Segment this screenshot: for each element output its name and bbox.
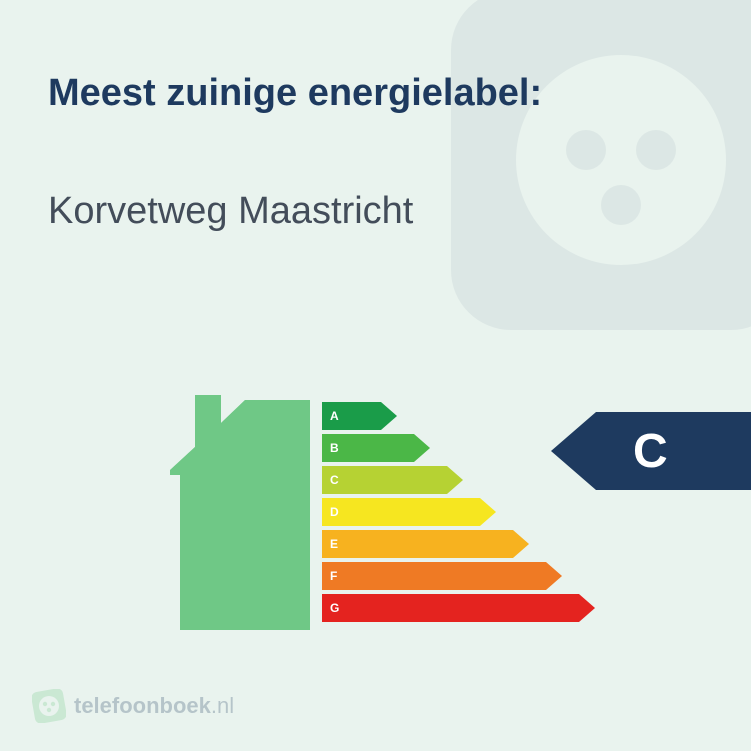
watermark-decor [431,0,751,350]
energy-bar-label-b: B [330,441,339,455]
location-subtitle: Korvetweg Maastricht [48,190,413,233]
brand-tld: .nl [211,693,234,718]
energy-bar-label-e: E [330,537,338,551]
energy-bar-label-f: F [330,569,337,583]
footer-brand: telefoonboek.nl [32,689,234,723]
brand-icon [32,689,66,723]
page-title: Meest zuinige energielabel: [48,72,542,115]
energy-bar-label-c: C [330,473,339,487]
energy-label-chart: A B C D E F G [170,395,590,630]
selected-label-letter: C [571,412,751,490]
energy-bar-c [322,466,463,494]
energy-bar-label-d: D [330,505,339,519]
brand-name: telefoonboek [74,693,211,718]
energy-bar-g [322,594,595,622]
brand-text: telefoonboek.nl [74,693,234,719]
energy-bar-label-g: G [330,601,339,615]
energy-bar-f [322,562,562,590]
energy-bar-d [322,498,496,526]
energy-bar-label-a: A [330,409,339,423]
house-icon [170,395,310,630]
energy-bar-e [322,530,529,558]
